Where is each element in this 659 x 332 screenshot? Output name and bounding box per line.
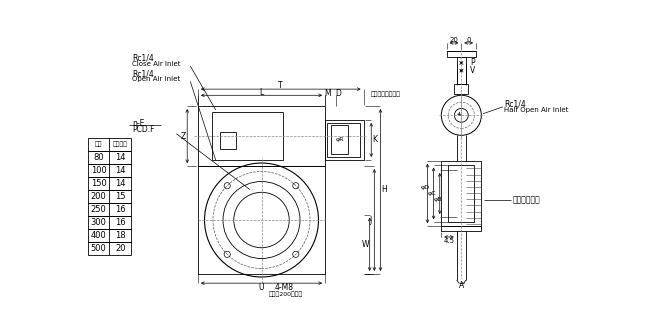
Bar — [88, 216, 131, 229]
Text: U: U — [259, 283, 264, 291]
Text: T: T — [279, 81, 283, 90]
Text: Half Open Air Inlet: Half Open Air Inlet — [504, 107, 569, 113]
Text: 15: 15 — [115, 192, 125, 201]
Bar — [88, 164, 131, 177]
Bar — [88, 203, 131, 216]
Bar — [198, 166, 325, 274]
Text: D: D — [335, 89, 341, 98]
Bar — [447, 50, 476, 57]
Text: （口径200以上）: （口径200以上） — [269, 291, 303, 297]
Bar — [88, 242, 131, 255]
Text: 口径: 口径 — [95, 141, 102, 147]
Text: n-E: n-E — [132, 119, 144, 127]
Text: M: M — [324, 89, 331, 98]
Text: 300: 300 — [91, 218, 107, 227]
Text: H: H — [382, 186, 387, 195]
Text: 4.5: 4.5 — [444, 238, 455, 244]
Text: Z: Z — [181, 131, 186, 140]
Text: 最大引き出し寸法: 最大引き出し寸法 — [370, 91, 401, 97]
Bar — [212, 112, 283, 160]
Text: PCD.F: PCD.F — [132, 124, 154, 134]
Text: V: V — [469, 66, 474, 75]
Text: Open Air Inlet: Open Air Inlet — [132, 76, 180, 82]
Bar — [88, 151, 131, 164]
Text: 20: 20 — [115, 244, 125, 253]
Text: ねじ深さ: ねじ深さ — [113, 141, 128, 147]
Bar — [198, 106, 325, 166]
Text: 80: 80 — [94, 153, 104, 162]
Text: Close Air Inlet: Close Air Inlet — [132, 61, 181, 67]
Text: φB: φB — [434, 197, 442, 202]
Text: 0: 0 — [467, 37, 471, 43]
Bar — [442, 161, 481, 226]
Text: 150: 150 — [91, 179, 107, 188]
Text: 500: 500 — [91, 244, 107, 253]
Text: 14: 14 — [115, 179, 125, 188]
Text: 4-M8: 4-M8 — [275, 283, 294, 292]
Text: 14: 14 — [115, 153, 125, 162]
Text: A: A — [459, 281, 464, 290]
Text: 250: 250 — [91, 205, 107, 214]
Text: 100: 100 — [91, 166, 107, 175]
Bar — [455, 85, 469, 94]
Bar — [457, 57, 466, 85]
Bar — [325, 120, 364, 160]
Bar — [219, 132, 237, 149]
Bar — [88, 177, 131, 190]
Bar — [88, 190, 131, 203]
Text: φC: φC — [428, 191, 436, 196]
Text: 16: 16 — [115, 205, 125, 214]
Text: Rc1/4: Rc1/4 — [504, 99, 526, 108]
Bar — [328, 123, 360, 157]
Bar — [442, 226, 481, 231]
Text: 200: 200 — [91, 192, 107, 201]
Text: P: P — [470, 58, 474, 67]
Text: 400: 400 — [91, 231, 107, 240]
Text: φD: φD — [420, 185, 430, 190]
Text: J: J — [369, 215, 372, 224]
Bar — [448, 165, 474, 222]
Text: Rc1/4: Rc1/4 — [132, 69, 154, 78]
Bar — [331, 124, 348, 154]
Text: シールサイド: シールサイド — [512, 196, 540, 205]
Text: K: K — [372, 135, 378, 144]
Text: 16: 16 — [115, 218, 125, 227]
Text: Rc1/4: Rc1/4 — [132, 54, 154, 63]
Text: 20: 20 — [449, 37, 459, 43]
Text: φR: φR — [335, 137, 344, 142]
Text: L: L — [260, 88, 264, 97]
Text: 14: 14 — [115, 166, 125, 175]
Bar — [88, 229, 131, 242]
Bar — [88, 138, 131, 151]
Text: W: W — [362, 240, 370, 249]
Text: 18: 18 — [115, 231, 125, 240]
